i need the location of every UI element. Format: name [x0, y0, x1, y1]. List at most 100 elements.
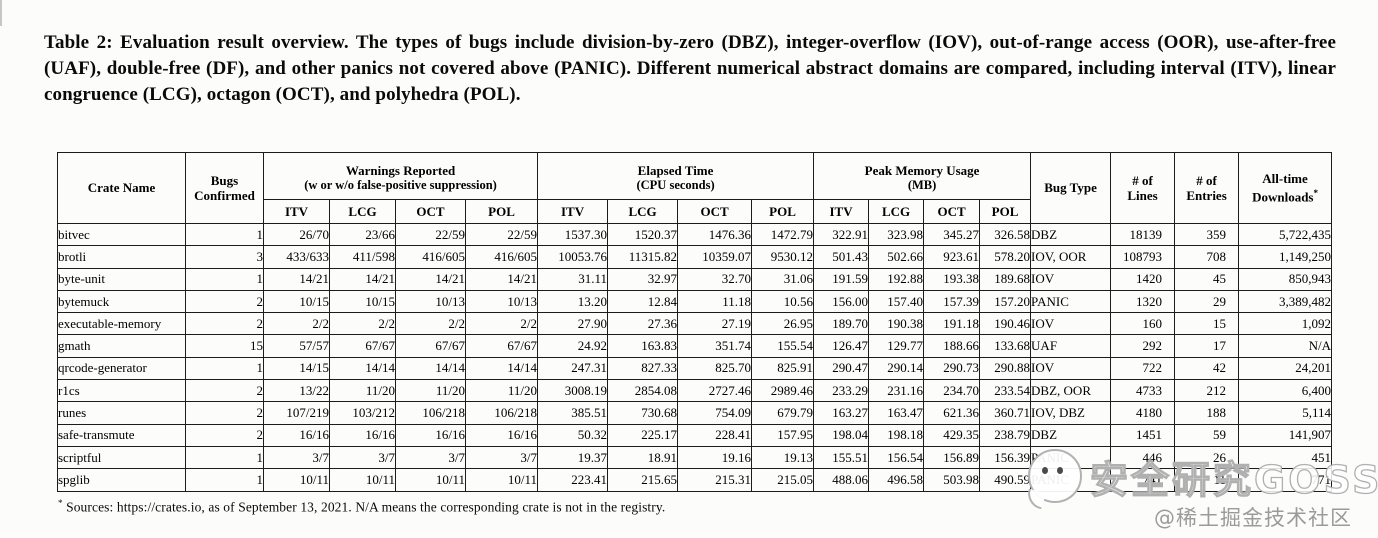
elapsed-oct-cell: 11.18	[677, 289, 753, 314]
bugs-confirmed-cell: 1	[185, 356, 264, 381]
warnings-lcg-cell: 14/14	[329, 356, 396, 381]
downloads-cell: N/A	[1238, 334, 1333, 358]
elapsed-pol-cell: 10.56	[751, 289, 815, 314]
crate-name-cell: scriptful	[57, 445, 186, 470]
table-row: scriptful 1 3/7 3/7 3/7 3/7 19.37 18.91 19.16 19.…	[57, 445, 1333, 470]
downloads-cell: 141,907	[1238, 423, 1333, 447]
sub-col-header-warnings-lcg: LCG	[329, 199, 396, 224]
table-row: bytemuck 2 10/15 10/15 10/13 10/13 13.20 12.84 1…	[57, 289, 1333, 314]
lines-header-line1: # of	[1132, 173, 1153, 188]
memory-itv-cell: 155.51	[813, 445, 870, 470]
elapsed-oct-cell: 2727.46	[677, 379, 753, 403]
sub-col-header-elapsed-oct: OCT	[677, 199, 753, 224]
memory-itv-cell: 191.59	[813, 267, 870, 291]
table-header: Crate Name Bugs Confirmed Warnings Repor…	[57, 152, 1333, 224]
warnings-itv-cell: 107/219	[263, 401, 330, 425]
warnings-lcg-cell: 14/21	[329, 267, 396, 291]
evaluation-table: Crate Name Bugs Confirmed Warnings Repor…	[57, 152, 1333, 492]
memory-oct-cell: 191.18	[923, 312, 981, 336]
memory-lcg-cell: 156.54	[868, 445, 925, 470]
memory-itv-cell: 156.00	[813, 289, 870, 314]
warnings-itv-cell: 57/57	[263, 334, 330, 358]
entries-cell: 29	[1174, 289, 1240, 314]
memory-itv-cell: 501.43	[813, 245, 870, 269]
elapsed-lcg-cell: 27.36	[607, 312, 679, 336]
elapsed-oct-cell: 27.19	[677, 312, 753, 336]
warnings-itv-cell: 14/15	[263, 356, 330, 381]
bug-type-cell: IOV	[1030, 356, 1112, 381]
warnings-oct-cell: 10/11	[395, 468, 466, 492]
lines-cell: 108793	[1110, 245, 1176, 269]
entries-cell: 708	[1174, 245, 1240, 269]
entries-cell: 15	[1174, 312, 1240, 336]
warnings-pol-cell: 416/605	[464, 245, 539, 269]
elapsed-pol-cell: 825.91	[751, 356, 815, 381]
warnings-lcg-cell: 10/11	[329, 468, 396, 492]
table-footnote: * Sources: https://crates.io, as of Sept…	[58, 498, 665, 516]
bug-type-cell: DBZ, OOR	[1030, 379, 1112, 403]
downloads-cell: 451	[1238, 445, 1333, 470]
warnings-oct-cell: 67/67	[395, 334, 466, 358]
bugs-confirmed-cell: 1	[185, 222, 264, 247]
lines-cell: 1420	[1110, 267, 1176, 291]
lines-cell: 4733	[1110, 379, 1176, 403]
elapsed-pol-cell: 31.06	[751, 267, 815, 291]
bug-type-cell: UAF	[1030, 334, 1112, 358]
elapsed-oct-cell: 825.70	[677, 356, 753, 381]
lines-cell: 292	[1110, 334, 1176, 358]
memory-oct-cell: 503.98	[923, 468, 981, 492]
group-header-elapsed-time: Elapsed Time (CPU seconds)	[537, 152, 815, 200]
lines-header-line2: Lines	[1127, 188, 1158, 203]
downloads-cell: 6,400	[1238, 379, 1333, 403]
elapsed-itv-cell: 24.92	[537, 334, 609, 358]
elapsed-pol-cell: 26.95	[751, 312, 815, 336]
bugs-confirmed-cell: 1	[185, 267, 264, 291]
warnings-pol-cell: 16/16	[464, 423, 539, 447]
elapsed-pol-cell: 19.13	[751, 445, 815, 470]
elapsed-itv-cell: 19.37	[537, 445, 609, 470]
elapsed-lcg-cell: 225.17	[607, 423, 679, 447]
crate-name-cell: qrcode-generator	[57, 356, 186, 381]
crate-name-cell: gmath	[57, 334, 186, 358]
warnings-oct-cell: 14/21	[395, 267, 466, 291]
memory-itv-cell: 290.47	[813, 356, 870, 381]
lines-cell: 1451	[1110, 423, 1176, 447]
elapsed-oct-cell: 19.16	[677, 445, 753, 470]
memory-group-title: Peak Memory Usage	[864, 162, 980, 178]
lines-cell: 18139	[1110, 222, 1176, 247]
warnings-oct-cell: 14/14	[395, 356, 466, 381]
sub-col-header-memory-lcg: LCG	[868, 199, 925, 224]
memory-oct-cell: 429.35	[923, 423, 981, 447]
bugs-confirmed-cell: 2	[185, 401, 264, 425]
elapsed-pol-cell: 1472.79	[751, 222, 815, 247]
entries-cell: 11	[1174, 468, 1240, 492]
elapsed-itv-cell: 10053.76	[537, 245, 609, 269]
downloads-cell: 5,722,435	[1238, 222, 1333, 247]
bugs-confirmed-cell: 2	[185, 423, 264, 447]
memory-pol-cell: 490.59	[979, 468, 1032, 492]
memory-lcg-cell: 192.88	[868, 267, 925, 291]
memory-itv-cell: 126.47	[813, 334, 870, 358]
memory-itv-cell: 322.91	[813, 222, 870, 247]
downloads-cell: 24,201	[1238, 356, 1333, 381]
memory-lcg-cell: 496.58	[868, 468, 925, 492]
bugs-confirmed-cell: 2	[185, 289, 264, 314]
elapsed-pol-cell: 157.95	[751, 423, 815, 447]
elapsed-lcg-cell: 730.68	[607, 401, 679, 425]
memory-pol-cell: 360.71	[979, 401, 1032, 425]
warnings-itv-cell: 2/2	[263, 312, 330, 336]
memory-itv-cell: 198.04	[813, 423, 870, 447]
crate-name-cell: executable-memory	[57, 312, 186, 336]
col-header-bugs-confirmed: Bugs Confirmed	[185, 152, 264, 224]
memory-itv-cell: 488.06	[813, 468, 870, 492]
elapsed-itv-cell: 50.32	[537, 423, 609, 447]
memory-pol-cell: 238.79	[979, 423, 1032, 447]
downloads-cell: 771	[1238, 468, 1333, 492]
table-row: r1cs 2 13/22 11/20 11/20 11/20 3008.19 2854.08 2…	[57, 379, 1333, 403]
memory-pol-cell: 190.46	[979, 312, 1032, 336]
entries-cell: 359	[1174, 222, 1240, 247]
elapsed-pol-cell: 2989.46	[751, 379, 815, 403]
downloads-header-line1: All-time	[1262, 171, 1308, 187]
table-row: runes 2 107/219 103/212 106/218 106/218 385.51…	[57, 401, 1333, 425]
elapsed-lcg-cell: 163.83	[607, 334, 679, 358]
